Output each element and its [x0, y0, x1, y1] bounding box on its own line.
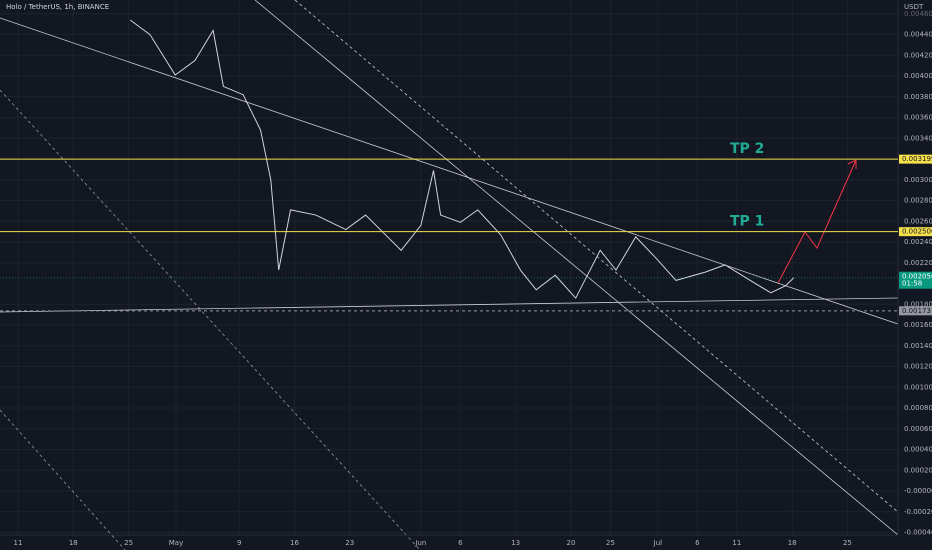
trend-line — [0, 89, 421, 550]
x-tick-label: 6 — [695, 539, 700, 547]
x-tick-label: 20 — [567, 539, 576, 547]
x-tick-label: 18 — [69, 539, 78, 547]
x-tick-label: May — [169, 539, 183, 547]
trend-lines — [0, 0, 899, 550]
x-tick-label: Jul — [653, 539, 663, 547]
currency-label: USDT — [904, 3, 924, 11]
price-line — [129, 19, 795, 299]
x-tick-label: 16 — [290, 539, 299, 547]
level-label-bg — [899, 227, 932, 237]
x-tick-label: 11 — [14, 539, 23, 547]
x-tick-label: 25 — [843, 539, 852, 547]
y-tick-label: -0.000000 — [904, 487, 932, 495]
trend-line — [0, 409, 126, 550]
trend-line — [0, 17, 899, 325]
x-tick-label: 13 — [511, 539, 520, 547]
x-tick-label: Jun — [414, 539, 426, 547]
projection-arrow — [777, 159, 857, 284]
chart-title: Holo / TetherUS, 1h, BINANCE — [6, 3, 109, 11]
support-label: 0.001737 — [902, 307, 932, 315]
x-tick-label: 9 — [237, 539, 241, 547]
trend-line — [254, 0, 899, 536]
x-tick-label: 11 — [732, 539, 741, 547]
x-tick-label: 25 — [124, 539, 133, 547]
x-tick-label: 6 — [458, 539, 463, 547]
x-tick-label: 25 — [606, 539, 615, 547]
x-tick-label: 23 — [345, 539, 354, 547]
level-name: TP 2 — [730, 141, 764, 157]
y-tick-label: 0.000200 — [904, 466, 932, 474]
y-tick-label: -0.000200 — [904, 508, 932, 516]
arrow-head — [847, 159, 857, 169]
level-label: 0.003199 — [902, 155, 932, 163]
trend-line — [0, 297, 899, 313]
level-name: TP 1 — [730, 214, 764, 230]
last-price-label: 0.002056 — [902, 273, 932, 281]
level-label-bg — [899, 154, 932, 164]
countdown-label: 01:58 — [902, 280, 922, 288]
support-label-bg — [899, 306, 932, 316]
last-price-bg — [899, 271, 932, 289]
x-tick-label: 18 — [788, 539, 797, 547]
